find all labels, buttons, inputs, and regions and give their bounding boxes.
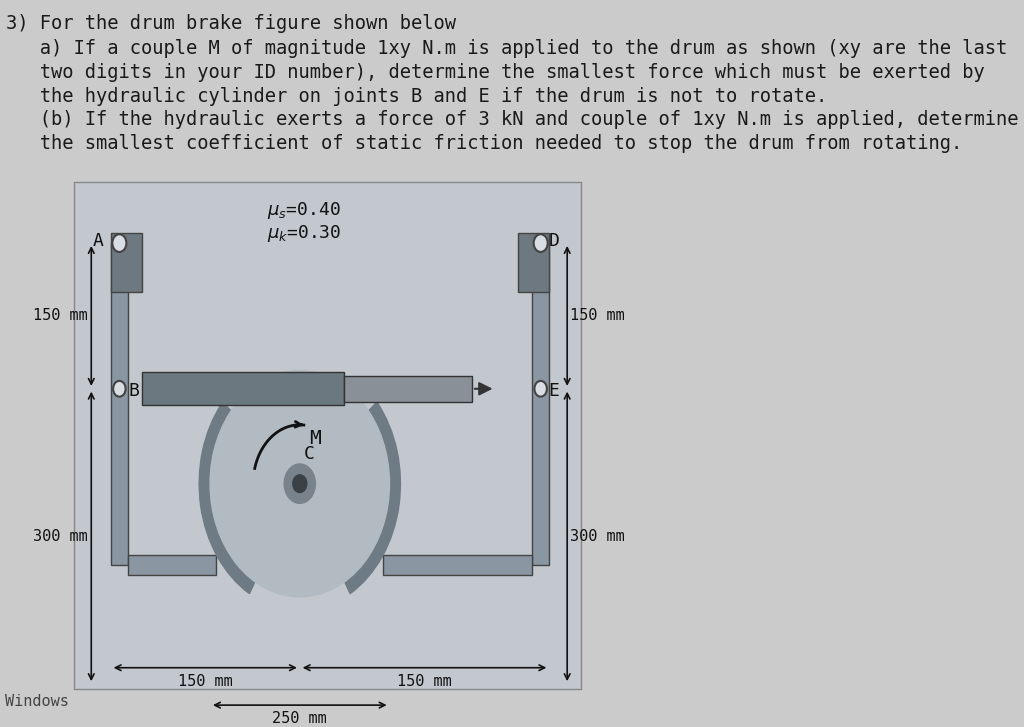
Text: 150 mm: 150 mm [397,674,452,688]
Text: 250 mm: 250 mm [272,711,327,726]
Text: $\mu_k$=0.30: $\mu_k$=0.30 [267,223,341,244]
FancyBboxPatch shape [383,555,532,575]
Text: a) If a couple M of magnitude 1xy N.m is applied to the drum as shown (xy are th: a) If a couple M of magnitude 1xy N.m is… [6,39,1008,58]
Wedge shape [199,402,256,594]
Circle shape [285,464,315,503]
Text: 3) For the drum brake figure shown below: 3) For the drum brake figure shown below [6,14,457,33]
FancyBboxPatch shape [111,233,142,292]
FancyBboxPatch shape [128,555,216,575]
Text: B: B [129,382,139,400]
Text: 150 mm: 150 mm [570,308,625,324]
Text: 300 mm: 300 mm [570,529,625,544]
Text: two digits in your ID number), determine the smallest force which must be exerte: two digits in your ID number), determine… [6,63,985,82]
Text: (b) If the hydraulic exerts a force of 3 kN and couple of 1xy N.m is applied, de: (b) If the hydraulic exerts a force of 3… [6,111,1019,129]
Text: D: D [549,232,559,250]
Text: 150 mm: 150 mm [178,674,232,688]
Text: E: E [549,382,559,400]
Circle shape [293,475,307,492]
Text: C: C [304,445,314,463]
Text: Windows: Windows [5,694,69,709]
Wedge shape [343,402,400,594]
FancyBboxPatch shape [532,243,549,565]
Circle shape [534,234,548,252]
FancyBboxPatch shape [74,182,582,689]
FancyBboxPatch shape [111,243,128,565]
Text: 150 mm: 150 mm [34,308,88,324]
Circle shape [113,381,126,397]
Text: the hydraulic cylinder on joints B and E if the drum is not to rotate.: the hydraulic cylinder on joints B and E… [6,87,827,105]
Text: $\mu_s$=0.40: $\mu_s$=0.40 [267,200,341,221]
Text: M: M [309,429,321,448]
Circle shape [113,234,126,252]
Circle shape [535,381,547,397]
Text: the smallest coefficient of static friction needed to stop the drum from rotatin: the smallest coefficient of static frict… [6,134,963,153]
Text: A: A [93,232,103,250]
FancyBboxPatch shape [142,372,344,406]
FancyBboxPatch shape [518,233,549,292]
Circle shape [210,371,389,597]
FancyBboxPatch shape [344,376,472,401]
Text: 300 mm: 300 mm [34,529,88,544]
